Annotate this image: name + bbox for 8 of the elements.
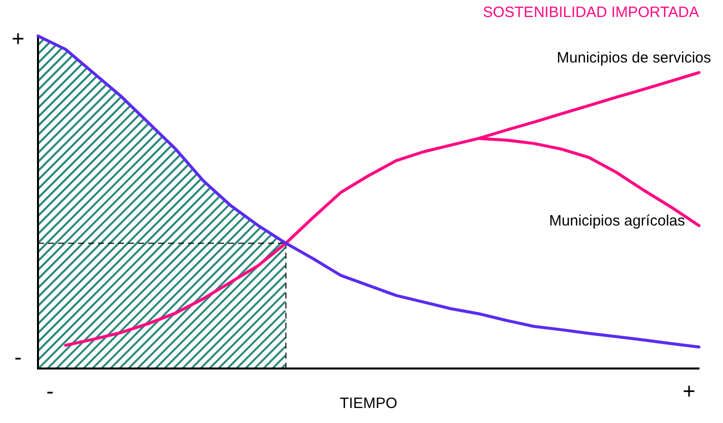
series-label: Municipios agrícolas [549, 212, 685, 230]
text: + [12, 26, 24, 52]
x-axis-title: TIEMPO [340, 395, 398, 412]
text: - [46, 378, 54, 404]
text: - [14, 344, 22, 370]
chart-title: SOSTENIBILIDAD IMPORTADA [482, 4, 699, 22]
series-label: Municipios de servicios [556, 50, 711, 67]
text: + [682, 378, 696, 404]
